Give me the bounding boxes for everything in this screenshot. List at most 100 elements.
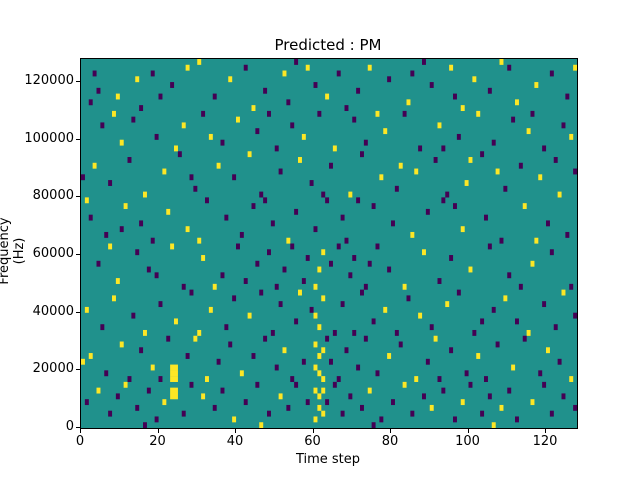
heatmap-cell: [499, 404, 504, 411]
y-tick-label: 100000: [24, 130, 74, 146]
heatmap-cell: [154, 133, 159, 140]
heatmap-cell: [208, 133, 213, 140]
heatmap-cell: [88, 353, 93, 359]
heatmap-cell: [108, 180, 113, 186]
heatmap-cell: [542, 301, 547, 308]
heatmap-cell: [294, 381, 299, 388]
heatmap-cell: [484, 376, 488, 382]
heatmap-cell: [104, 231, 109, 238]
heatmap-cell: [356, 364, 361, 371]
heatmap-cell: [383, 306, 388, 313]
heatmap-cell: [487, 87, 492, 94]
heatmap-cell: [270, 220, 275, 227]
heatmap-cell: [538, 174, 543, 181]
heatmap-cell: [274, 283, 279, 290]
heatmap-cell: [487, 393, 492, 400]
heatmap-cell: [232, 295, 237, 302]
heatmap-cell: [453, 93, 457, 100]
heatmap-cell: [367, 260, 372, 267]
heatmap-cell: [460, 105, 465, 112]
x-tick-label: 60: [304, 434, 321, 449]
heatmap-cell: [425, 358, 430, 365]
heatmap-cell: [236, 116, 240, 123]
heatmap-cell: [321, 387, 326, 394]
heatmap-cell: [522, 203, 527, 210]
x-tick-mark: [235, 429, 236, 433]
heatmap-cell: [166, 335, 171, 342]
heatmap-cell: [123, 381, 128, 388]
heatmap-cell: [294, 318, 299, 325]
heatmap-cell: [88, 99, 93, 106]
heatmap-cell: [480, 151, 485, 158]
heatmap-cell: [212, 283, 217, 290]
heatmap-cell: [410, 70, 415, 77]
heatmap-cell: [201, 393, 206, 400]
heatmap-cell: [348, 272, 353, 279]
heatmap-cell: [495, 168, 500, 175]
heatmap-cell: [259, 422, 264, 428]
heatmap-cell: [170, 370, 175, 377]
heatmap-cell: [495, 341, 500, 348]
x-tick-mark: [157, 429, 159, 433]
heatmap-cell: [464, 370, 469, 377]
heatmap-cell: [573, 64, 577, 71]
heatmap-cell: [177, 151, 182, 158]
heatmap-cell: [305, 64, 310, 71]
heatmap-cell: [251, 203, 256, 210]
heatmap-cell: [480, 410, 485, 417]
heatmap-cell: [305, 255, 310, 261]
heatmap-cell: [391, 220, 395, 227]
heatmap-cell: [286, 404, 291, 411]
heatmap-cell: [511, 116, 516, 123]
heatmap-cell: [174, 393, 178, 400]
x-tick-mark: [80, 429, 81, 433]
heatmap-cell: [445, 191, 450, 198]
heatmap-cell: [410, 231, 415, 238]
heatmap-cell: [282, 266, 287, 273]
heatmap-cell: [127, 157, 132, 163]
heatmap-cell: [100, 122, 105, 129]
heatmap-cell: [468, 381, 473, 388]
heatmap-cell: [84, 399, 89, 406]
heatmap-cell: [325, 335, 330, 342]
heatmap-cell: [445, 301, 450, 308]
heatmap-cell: [549, 410, 554, 417]
heatmap-cell: [174, 364, 178, 371]
heatmap-cell: [414, 376, 419, 382]
heatmap-cell: [220, 139, 225, 146]
heatmap-cell: [189, 381, 194, 388]
x-tick-label: 120: [532, 434, 558, 449]
heatmap-cell: [542, 145, 547, 152]
heatmap-cell: [309, 306, 314, 313]
heatmap-cell: [282, 70, 287, 77]
heatmap-cell: [468, 266, 473, 273]
heatmap-cell: [418, 145, 423, 152]
heatmap-cell: [433, 157, 438, 163]
heatmap-cell: [394, 185, 399, 192]
heatmap-cell: [553, 324, 558, 331]
heatmap-cell: [232, 416, 237, 423]
heatmap-cell: [158, 301, 163, 308]
heatmap-cell: [259, 191, 264, 198]
heatmap-cell: [313, 226, 318, 233]
heatmap-cell: [181, 410, 186, 417]
heatmap-cell: [131, 116, 136, 123]
heatmap-cell: [363, 283, 368, 290]
heatmap-cell: [127, 376, 132, 382]
heatmap-cell: [290, 376, 295, 382]
heatmap-cell: [321, 191, 326, 198]
heatmap-cell: [367, 387, 372, 394]
heatmap-cell: [530, 110, 535, 117]
heatmap-cell: [565, 93, 570, 100]
heatmap-cell: [313, 387, 318, 394]
heatmap-cell: [518, 162, 523, 169]
heatmap-cell: [507, 272, 512, 279]
heatmap-cell: [220, 387, 225, 394]
heatmap-cell: [143, 329, 147, 336]
heatmap-cell: [135, 404, 140, 411]
heatmap-cell: [464, 180, 469, 186]
heatmap-cell: [81, 358, 85, 365]
heatmap-cell: [228, 341, 233, 348]
heatmap-cell: [108, 410, 113, 417]
